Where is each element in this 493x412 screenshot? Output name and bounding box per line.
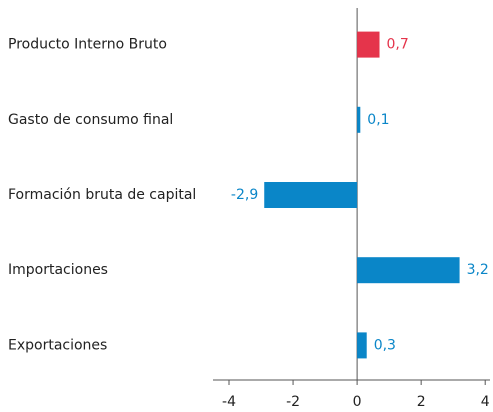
bar bbox=[264, 182, 358, 208]
value-label: 3,2 bbox=[467, 262, 489, 278]
value-label: 0,3 bbox=[374, 337, 396, 353]
x-tick-label: -4 bbox=[222, 394, 236, 410]
category-label: Producto Interno Bruto bbox=[8, 37, 167, 53]
category-label: Exportaciones bbox=[8, 337, 107, 353]
bar bbox=[357, 106, 361, 133]
x-tick-label: 0 bbox=[353, 394, 362, 410]
category-label: Importaciones bbox=[8, 262, 108, 278]
bar bbox=[357, 31, 380, 58]
category-label: Gasto de consumo final bbox=[8, 112, 173, 128]
x-tick-label: -2 bbox=[286, 394, 300, 410]
value-label: -2,9 bbox=[231, 187, 258, 203]
x-tick-label: 2 bbox=[417, 394, 426, 410]
category-label: Formación bruta de capital bbox=[8, 187, 196, 203]
bar bbox=[357, 257, 460, 284]
value-label: 0,7 bbox=[387, 37, 409, 53]
x-tick-label: 4 bbox=[481, 394, 490, 410]
value-label: 0,1 bbox=[367, 112, 389, 128]
bar bbox=[357, 332, 367, 359]
